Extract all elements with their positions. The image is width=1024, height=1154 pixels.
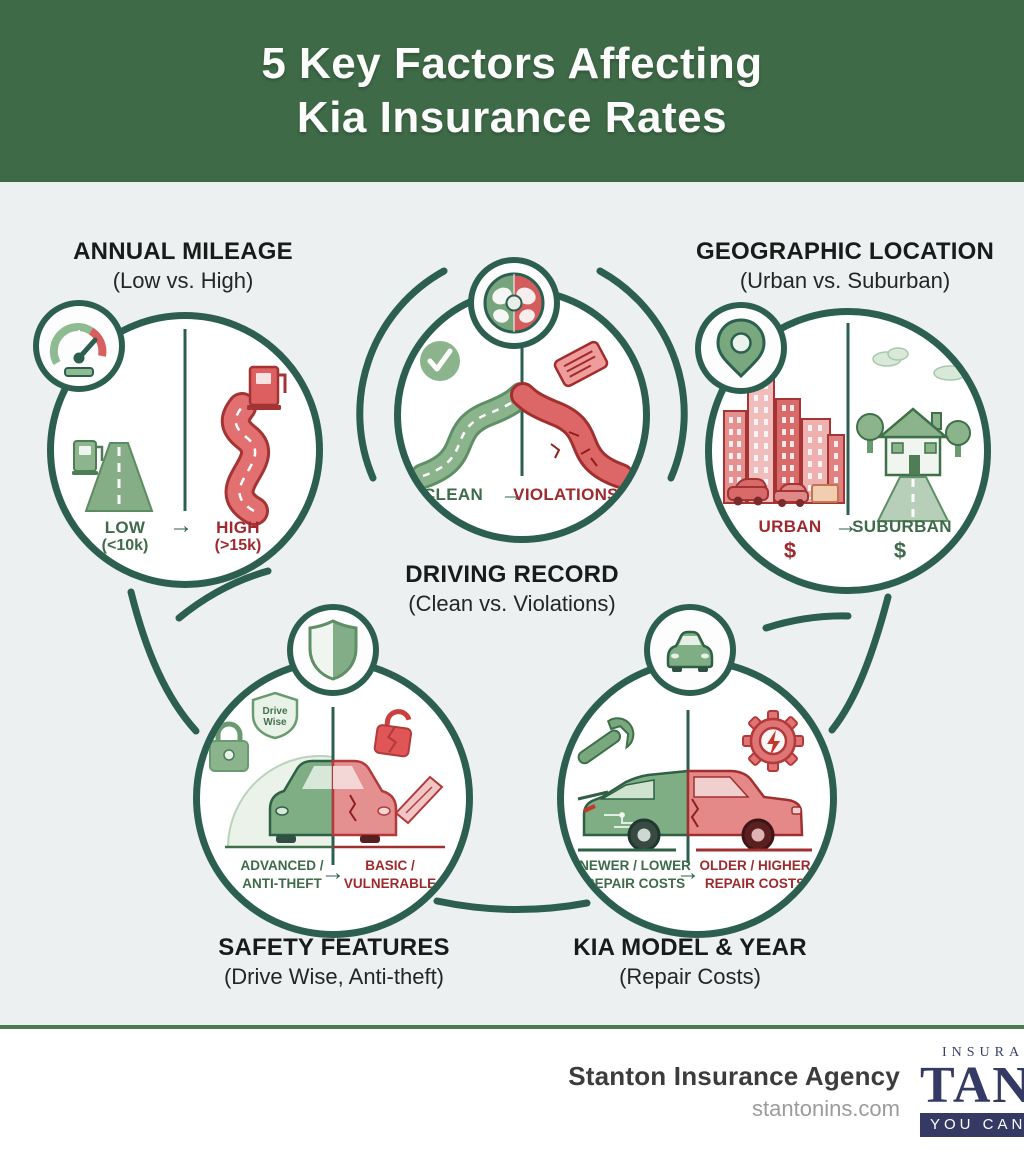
website-url: stantonins.com [752, 1096, 900, 1121]
suburban-road-icon [876, 476, 950, 522]
newer-model-label: NEWER / LOWER REPAIR COSTS [579, 858, 691, 891]
low-mileage-label: LOW [104, 518, 146, 537]
locked-padlock-icon [209, 721, 249, 772]
speedometer-badge [33, 300, 125, 392]
location-pin-icon [716, 318, 766, 379]
older-model-label: OLDER / HIGHER REPAIR COSTS [699, 858, 811, 891]
straight-road-icon [84, 442, 154, 512]
winding-road-icon [220, 392, 270, 526]
ticket-icon [553, 340, 609, 388]
suburb-icon [856, 347, 971, 522]
checkmark-icon [420, 341, 460, 381]
car-front-icon [666, 630, 714, 672]
speedometer-icon [49, 323, 107, 377]
safety-features-circle: Drive Wise [193, 658, 473, 938]
arrow-icon: → [500, 480, 524, 507]
safety-features-illustration: Drive Wise [209, 691, 445, 865]
kia-model-year-heading: KIA MODEL & YEAR (Repair Costs) [573, 934, 806, 990]
kia-model-year-subtitle: (Repair Costs) [619, 964, 761, 989]
suburban-label: SUBURBAN [852, 517, 952, 536]
suburban-cost-symbol: $ [893, 538, 907, 563]
page-title: 5 Key Factors Affecting Kia Insurance Ra… [261, 37, 762, 144]
geographic-location-subtitle: (Urban vs. Suburban) [739, 268, 951, 293]
stanton-logo: INSURA TAN YOU CAN [920, 1045, 1024, 1138]
split-car-icon [225, 759, 445, 849]
cloud-icon [872, 347, 967, 381]
basic-safety-label: BASIC / VULNERABLE [343, 858, 437, 891]
steering-wheel-badge [468, 257, 560, 349]
kia-model-year-circle: NEWER / LOWER REPAIR COSTS → OLDER / HIG… [557, 658, 837, 938]
driving-record-title: DRIVING RECORD [405, 561, 619, 588]
driving-record-subtitle: (Clean vs. Violations) [408, 591, 616, 616]
geographic-location-heading: GEOGRAPHIC LOCATION (Urban vs. Suburban) [696, 238, 994, 294]
fuel-pump-red-icon [247, 365, 287, 410]
high-mileage-value: (>15k) [214, 537, 262, 554]
car-badge [644, 604, 736, 696]
high-mileage-label: HIGH [216, 518, 260, 537]
fuel-pump-green-icon [72, 440, 104, 475]
location-pin-badge [695, 302, 787, 394]
gear-icon [742, 710, 804, 772]
drive-wise-shield-icon: Drive Wise [251, 691, 299, 740]
kia-model-year-illustration [577, 710, 812, 863]
traffic-cars-icon [727, 478, 839, 507]
annual-mileage-circle: LOW (<10k) → HIGH (>15k) [47, 312, 323, 588]
arrow-icon: → [834, 512, 858, 539]
header-banner: 5 Key Factors Affecting Kia Insurance Ra… [0, 0, 1024, 182]
driving-record-heading: DRIVING RECORD (Clean vs. Violations) [405, 561, 618, 617]
urban-cost-symbol: $ [783, 538, 797, 563]
safety-features-heading: SAFETY FEATURES (Drive Wise, Anti-theft) [218, 934, 449, 990]
wrench-icon [577, 717, 635, 765]
safety-features-title: SAFETY FEATURES [218, 934, 450, 961]
page-title-line2: Kia Insurance Rates [296, 93, 728, 142]
kia-model-year-title: KIA MODEL & YEAR [573, 934, 807, 961]
urban-label: URBAN [758, 517, 822, 536]
tree-icon [856, 413, 971, 457]
crack-icon [348, 794, 357, 822]
page-title-line1: 5 Key Factors Affecting [261, 39, 763, 89]
driving-record-illustration [410, 298, 634, 489]
logo-main-text: TAN [920, 1057, 1024, 1114]
geographic-location-title: GEOGRAPHIC LOCATION [695, 238, 995, 265]
shield-icon [308, 619, 358, 681]
logo-top-text: INSURA [942, 1045, 1024, 1060]
lightning-icon [767, 730, 780, 756]
footer: Stanton Insurance Agency stantonins.com … [0, 1029, 1024, 1154]
shield-badge [287, 604, 379, 696]
arrow-icon: → [169, 512, 193, 539]
geographic-location-illustration [723, 323, 971, 522]
company-name: Stanton Insurance Agency [568, 1061, 900, 1091]
annual-mileage-illustration [72, 329, 287, 526]
drive-wise-label-line2: Wise [263, 717, 287, 728]
split-suv-icon [577, 769, 812, 852]
footer-divider [0, 1025, 1024, 1029]
geographic-location-circle: URBAN → SUBURBAN $ $ [705, 308, 991, 594]
drive-wise-label-line1: Drive [262, 706, 287, 717]
cracked-road-icon [510, 382, 634, 489]
annual-mileage-title: ANNUAL MILEAGE [73, 238, 293, 265]
steering-wheel-icon [483, 272, 545, 334]
safety-features-subtitle: (Drive Wise, Anti-theft) [223, 964, 445, 989]
arrow-icon: → [321, 859, 345, 886]
low-mileage-value: (<10k) [101, 537, 149, 554]
crack-icon [690, 798, 700, 828]
arrow-icon: → [676, 859, 700, 886]
annual-mileage-subtitle: (Low vs. High) [112, 268, 254, 293]
logo-banner-text: YOU CAN [920, 1113, 1024, 1138]
clean-record-label: CLEAN [422, 485, 484, 504]
open-padlock-icon [373, 709, 413, 758]
clean-road-icon [410, 382, 534, 489]
advanced-safety-label: ADVANCED / ANTI-THEFT [240, 858, 324, 891]
violations-record-label: VIOLATIONS [513, 485, 619, 504]
annual-mileage-heading: ANNUAL MILEAGE (Low vs. High) [73, 238, 293, 294]
house-icon [876, 407, 950, 477]
footer-branding: Stanton Insurance Agency stantonins.com [568, 1061, 900, 1122]
